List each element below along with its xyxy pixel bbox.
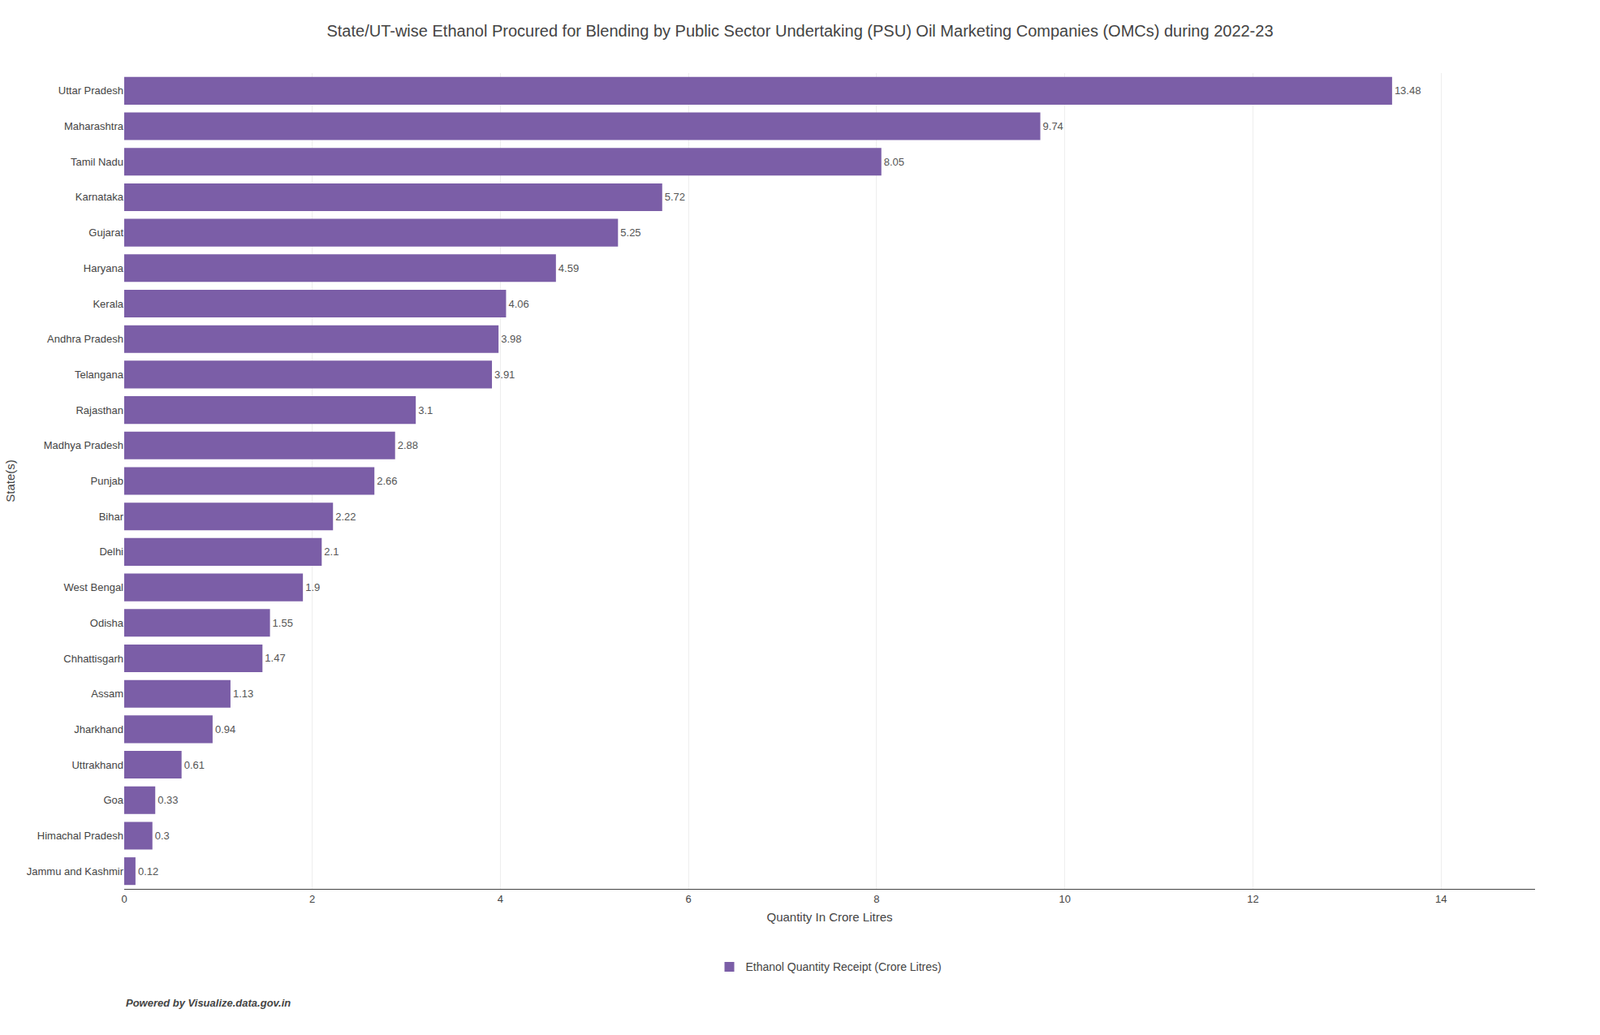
svg-text:Assam: Assam xyxy=(90,687,124,700)
svg-text:5.72: 5.72 xyxy=(664,190,686,203)
svg-text:0.12: 0.12 xyxy=(138,865,159,878)
svg-text:Jammu and Kashmir: Jammu and Kashmir xyxy=(26,865,125,878)
svg-text:Quantity In Crore Litres: Quantity In Crore Litres xyxy=(766,909,893,924)
svg-text:Madhya Pradesh: Madhya Pradesh xyxy=(43,439,124,452)
svg-text:2.22: 2.22 xyxy=(335,510,356,523)
svg-text:Punjab: Punjab xyxy=(90,474,124,488)
svg-text:Karnataka: Karnataka xyxy=(75,190,125,203)
svg-text:Goa: Goa xyxy=(103,793,124,807)
svg-text:3.91: 3.91 xyxy=(494,368,515,381)
svg-text:Gujarat: Gujarat xyxy=(88,226,124,239)
svg-text:Tamil Nadu: Tamil Nadu xyxy=(70,155,124,169)
svg-text:Ethanol Quantity Receipt (Cror: Ethanol Quantity Receipt (Crore Litres) xyxy=(746,960,942,974)
svg-text:Andhra Pradesh: Andhra Pradesh xyxy=(47,332,124,346)
svg-text:4.59: 4.59 xyxy=(558,262,579,275)
svg-text:Maharashtra: Maharashtra xyxy=(64,120,125,133)
svg-text:2.88: 2.88 xyxy=(397,439,419,452)
svg-text:Powered by Visualize.data.gov.: Powered by Visualize.data.gov.in xyxy=(125,996,291,1010)
svg-text:Uttrakhand: Uttrakhand xyxy=(71,759,124,772)
svg-text:3.1: 3.1 xyxy=(418,404,433,417)
svg-text:Uttar Pradesh: Uttar Pradesh xyxy=(58,84,124,97)
svg-text:Jharkhand: Jharkhand xyxy=(73,723,124,736)
svg-text:6: 6 xyxy=(685,892,692,906)
svg-text:Chhattisgarh: Chhattisgarh xyxy=(63,652,124,665)
svg-text:4: 4 xyxy=(497,892,504,906)
svg-text:0.94: 0.94 xyxy=(215,723,236,736)
svg-text:Bihar: Bihar xyxy=(99,510,125,523)
svg-text:Telangana: Telangana xyxy=(74,368,125,381)
svg-text:8: 8 xyxy=(873,892,880,906)
svg-text:Haryana: Haryana xyxy=(83,262,125,275)
svg-text:9.74: 9.74 xyxy=(1043,120,1064,133)
svg-text:1.13: 1.13 xyxy=(232,687,254,700)
svg-text:1.9: 1.9 xyxy=(305,581,320,594)
svg-text:10: 10 xyxy=(1058,892,1070,906)
svg-text:2.1: 2.1 xyxy=(323,545,339,558)
svg-text:State(s): State(s) xyxy=(3,459,18,503)
svg-text:0.33: 0.33 xyxy=(157,793,178,807)
svg-text:13.48: 13.48 xyxy=(1394,84,1422,97)
svg-text:2.66: 2.66 xyxy=(376,474,397,488)
svg-text:1.55: 1.55 xyxy=(272,616,294,630)
svg-text:0: 0 xyxy=(120,892,127,906)
svg-text:0.61: 0.61 xyxy=(184,759,205,772)
svg-text:0.3: 0.3 xyxy=(155,829,170,842)
svg-text:14: 14 xyxy=(1435,892,1447,906)
svg-text:8.05: 8.05 xyxy=(884,155,905,169)
svg-text:2: 2 xyxy=(309,892,315,906)
svg-text:4.06: 4.06 xyxy=(508,297,529,311)
svg-text:5.25: 5.25 xyxy=(620,226,641,239)
svg-text:Himachal Pradesh: Himachal Pradesh xyxy=(37,829,124,842)
svg-text:Odisha: Odisha xyxy=(90,616,125,630)
svg-text:West Bengal: West Bengal xyxy=(64,581,125,594)
svg-text:Kerala: Kerala xyxy=(92,297,124,311)
svg-text:1.47: 1.47 xyxy=(264,651,285,665)
svg-text:3.98: 3.98 xyxy=(500,332,522,346)
svg-text:Delhi: Delhi xyxy=(99,545,124,558)
svg-text:State/UT-wise Ethanol Procured: State/UT-wise Ethanol Procured for Blend… xyxy=(326,21,1273,40)
svg-text:Rajasthan: Rajasthan xyxy=(75,404,124,417)
svg-text:12: 12 xyxy=(1246,892,1259,906)
